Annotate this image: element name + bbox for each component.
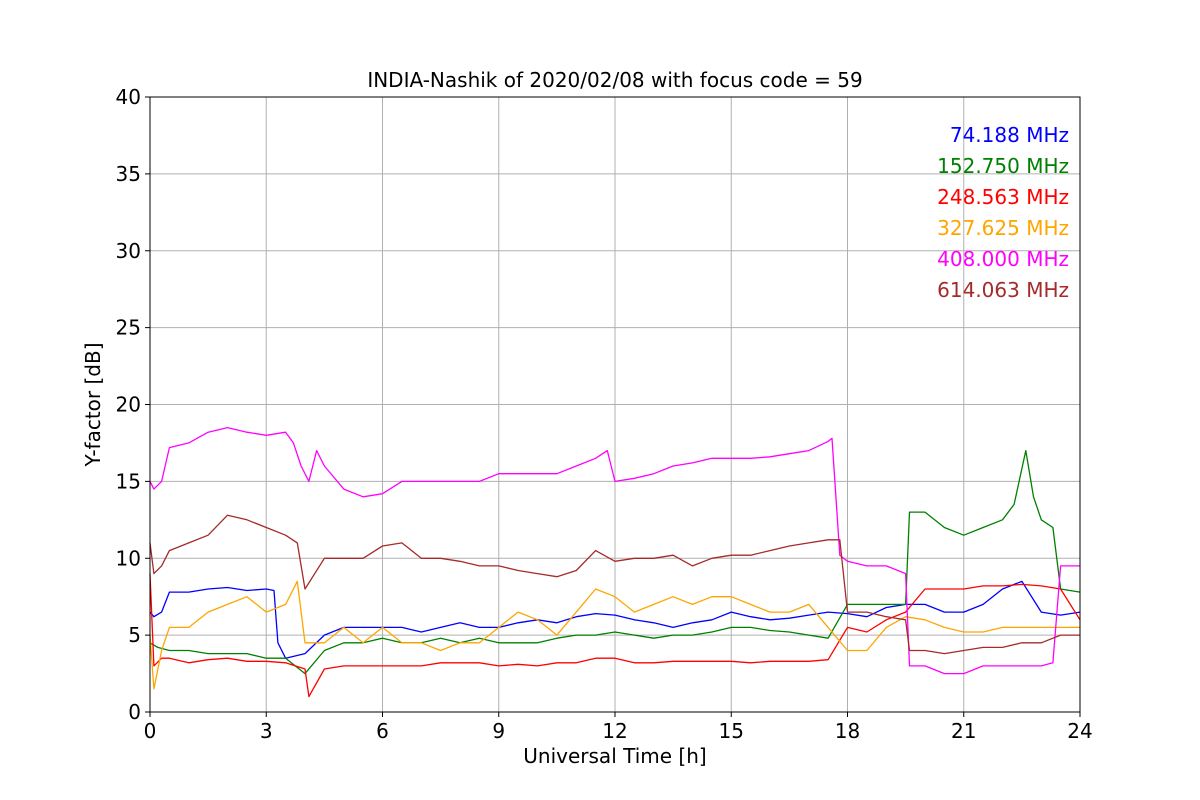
x-tick-label: 18 <box>835 719 860 743</box>
y-tick-label: 25 <box>116 316 141 340</box>
x-tick-label: 9 <box>492 719 505 743</box>
y-tick-label: 0 <box>128 700 141 724</box>
series-line-6 <box>149 514 1080 655</box>
y-tick-label: 5 <box>128 623 141 647</box>
x-tick-label: 6 <box>376 719 389 743</box>
chart-title: INDIA-Nashik of 2020/02/08 with focus co… <box>367 68 862 92</box>
x-axis-label: Universal Time [h] <box>523 744 706 768</box>
legend-entry-3: 248.563 MHz <box>937 185 1069 209</box>
x-tick-label: 3 <box>260 719 273 743</box>
x-tick-label: 21 <box>951 719 976 743</box>
y-tick-label: 10 <box>116 546 141 570</box>
series-layer <box>149 426 1081 698</box>
axis-ticks: 0 3 6 9 12 15 18 21 24 0 5 10 15 20 25 30 35 40 <box>116 85 1093 743</box>
y-axis-label: Y-factor [dB] <box>81 342 105 467</box>
legend-entry-5: 408.000 MHz <box>937 247 1069 271</box>
legend-entry-2: 152.750 MHz <box>937 154 1069 178</box>
legend-entry-6: 614.063 MHz <box>937 278 1069 302</box>
series-line-5 <box>149 426 1080 675</box>
x-tick-label: 15 <box>719 719 744 743</box>
series-line-4 <box>149 580 1080 690</box>
legend-entry-1: 74.188 MHz <box>950 123 1069 147</box>
legend-entry-4: 327.625 MHz <box>937 216 1069 240</box>
x-tick-label: 24 <box>1067 719 1092 743</box>
x-tick-label: 12 <box>602 719 627 743</box>
legend: 74.188 MHz 152.750 MHz 248.563 MHz 327.625 … <box>937 123 1069 302</box>
y-tick-label: 40 <box>116 85 141 109</box>
x-tick-label: 0 <box>144 719 157 743</box>
y-tick-label: 20 <box>116 393 141 417</box>
y-tick-label: 30 <box>116 239 141 263</box>
series-line-3 <box>149 573 1081 698</box>
series-line-2 <box>149 449 1081 675</box>
y-tick-label: 35 <box>116 162 141 186</box>
y-tick-label: 15 <box>116 469 141 493</box>
